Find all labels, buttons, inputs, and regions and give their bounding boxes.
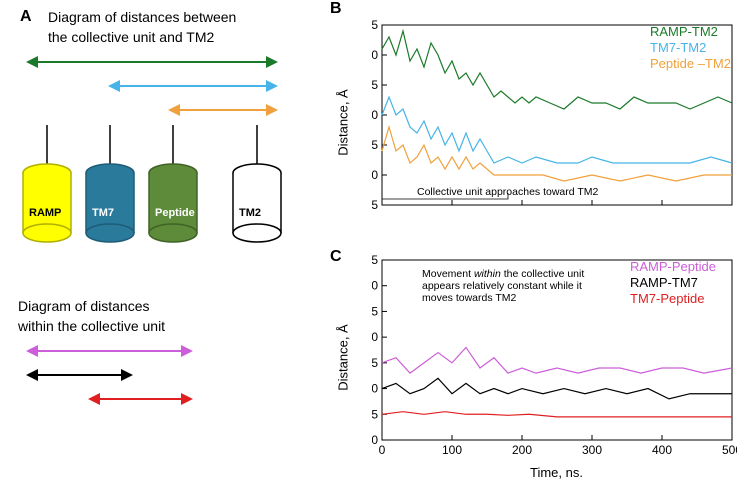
cylinder-label-tm2: TM2 [239,207,261,219]
distance-arrow-tm7-peptide [88,390,193,413]
distance-arrow-pep-tm2 [168,101,278,124]
xtick-label: 100 [442,443,462,455]
ytick-label: 25 [372,304,378,318]
cylinder-label-tm7: TM7 [92,207,114,219]
ytick-label: 20 [372,108,378,122]
distance-arrow-ramp-tm2 [26,53,278,76]
panel-b-ylabel: Distance, Å [336,89,351,155]
series-ramp-tm7 [382,378,732,399]
ytick-label: 35 [372,20,378,32]
panel-label-b: B [330,0,342,18]
panel-b-svg: 5 10 15 20 25 30 35 RAMP-TM2TM7-TM2Peptide –TM2… [372,20,737,220]
series-ramp-peptide [382,347,732,373]
legend-TM7-TM2: TM7-TM2 [650,40,706,55]
panel-c-annotation: appears relatively constant while it [422,280,582,292]
cylinder-label-ramp: RAMP [29,207,61,219]
cylinder-ramp: RAMP [23,165,71,245]
xtick-label: 400 [652,443,672,455]
cylinder-tm7: TM7 [86,165,134,245]
xtick-label: 0 [379,443,386,455]
ytick-label: 35 [372,255,378,267]
legend-TM7-Peptide: TM7-Peptide [630,291,704,306]
panel-b-annotation: Collective unit approaches toward TM2 [417,186,598,198]
panel-c-ylabel: Distance, Å [336,324,351,390]
ytick-label: 0 [372,433,378,447]
cylinder-label-peptide: Peptide [155,207,195,219]
panel-c-xlabel: Time, ns. [530,465,583,480]
legend-RAMP-TM7: RAMP-TM7 [630,275,698,290]
panel-a-diagram: Diagram of distances betweenthe collecti… [18,8,318,488]
legend-RAMP-Peptide: RAMP-Peptide [630,259,716,274]
panel-a-title-top: Diagram of distances betweenthe collecti… [48,8,318,47]
series-tm7-peptide [382,412,732,417]
ytick-label: 15 [372,356,378,370]
distance-arrow-ramp-tm7 [26,366,133,389]
ytick-label: 5 [372,198,378,212]
panel-c-chart: Distance, Å 0510152025303501002003004005… [340,255,735,495]
ytick-label: 25 [372,78,378,92]
panel-c-svg: 0 5 10 15 20 25 30 35 0 100 200 300 400 500 RAMP-Pepti… [372,255,737,455]
series-tm7-tm2 [382,97,732,163]
cylinder-tm2: TM2 [233,165,281,245]
ytick-label: 30 [372,279,378,293]
ytick-label: 30 [372,48,378,62]
series-pep-tm2 [382,127,732,181]
ytick-label: 20 [372,330,378,344]
ytick-label: 10 [372,382,378,396]
xtick-label: 500 [722,443,737,455]
ytick-label: 10 [372,168,378,182]
xtick-label: 300 [582,443,602,455]
cylinder-group: RAMP TM7 Peptide TM2 [18,135,298,295]
panel-a-title-bottom: Diagram of distanceswithin the collectiv… [18,297,318,336]
cylinder-peptide: Peptide [149,165,197,245]
xtick-label: 200 [512,443,532,455]
legend-RAMP-TM2: RAMP-TM2 [650,24,718,39]
distance-arrow-tm7-tm2 [108,77,278,100]
ytick-label: 5 [372,407,378,421]
legend-Peptide –TM2: Peptide –TM2 [650,56,731,71]
distance-arrow-ramp-peptide [26,342,193,365]
panel-c-annotation: moves towards TM2 [422,292,516,304]
panel-b-chart: Distance, Å 5101520253035RAMP-TM2TM7-TM2… [340,20,735,245]
panel-c-annotation: Movement within the collective unit [422,268,584,280]
ytick-label: 15 [372,138,378,152]
